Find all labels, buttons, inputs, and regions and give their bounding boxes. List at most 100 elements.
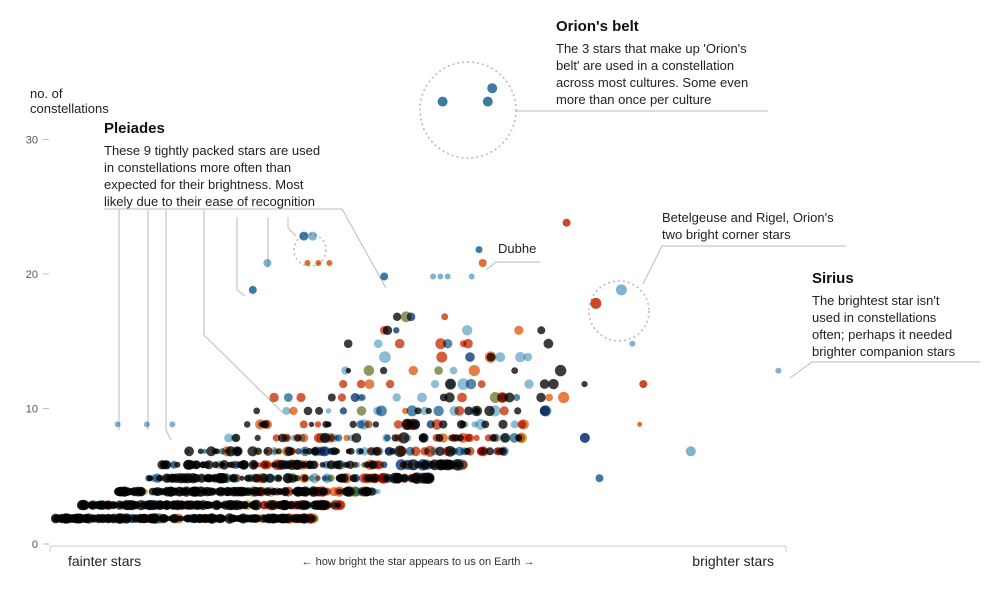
star-point (114, 421, 121, 428)
star-point (295, 448, 302, 455)
star-point (275, 448, 282, 455)
star-point (408, 365, 418, 376)
star-point (471, 421, 478, 428)
star-point (282, 406, 291, 415)
star-point (417, 392, 427, 403)
star-point (339, 380, 348, 389)
star-point (394, 338, 405, 349)
star-point (362, 486, 373, 497)
star-point (685, 446, 696, 457)
star-point (457, 378, 470, 390)
star-point (477, 447, 486, 456)
betelgeuse-line-2: two bright corner stars (662, 227, 791, 242)
star-point (515, 434, 523, 442)
orion-title: Orion's belt (556, 18, 639, 35)
star-point (309, 460, 318, 470)
star-point (227, 500, 238, 510)
sirius-line-1: The brightest star isn't (812, 293, 940, 308)
star-point (143, 421, 150, 428)
star-point (595, 474, 604, 483)
star-point (354, 461, 361, 468)
star-point (540, 405, 552, 417)
star-point (368, 460, 378, 470)
star-point (231, 446, 242, 457)
star-point (296, 487, 305, 496)
star-point (339, 407, 347, 415)
star-point (299, 433, 309, 443)
star-point (169, 514, 178, 523)
star-point (314, 421, 322, 428)
star-point (433, 405, 444, 417)
star-point (141, 488, 148, 495)
star-point (562, 218, 571, 227)
star-point (336, 473, 346, 483)
star-point (84, 514, 93, 523)
star-point (187, 473, 199, 484)
star-point (236, 514, 244, 523)
pleiades-line-3: expected for their brightness. Most (104, 177, 304, 192)
star-point (211, 448, 218, 455)
star-point (326, 260, 333, 266)
star-point (511, 367, 519, 374)
star-point (263, 446, 273, 456)
star-point (465, 378, 477, 390)
star-point (392, 393, 401, 402)
orion-line-2: belt' are used in a constellation (556, 58, 734, 73)
annotation-orion: Orion's belt The 3 stars that make up 'O… (556, 18, 748, 107)
star-point (263, 460, 273, 470)
x-axis-left-label: fainter stars (68, 553, 141, 569)
star-point (499, 393, 509, 402)
star-point (518, 419, 529, 430)
star-point (274, 474, 283, 483)
star-point (438, 433, 448, 443)
star-point (484, 351, 497, 363)
pleiades-leader-4 (203, 209, 284, 414)
star-point (149, 474, 158, 483)
star-point (197, 448, 204, 455)
star-point (384, 446, 394, 456)
star-point (191, 500, 201, 510)
star-point (423, 448, 431, 455)
star-point (581, 381, 588, 388)
star-point (78, 515, 84, 522)
star-point (261, 420, 270, 429)
star-point (464, 433, 473, 442)
y-tick-label: 20 (26, 269, 38, 281)
betelgeuse-rigel-ring (588, 280, 650, 342)
star-point (392, 312, 402, 321)
star-point (629, 340, 636, 347)
star-point (443, 460, 452, 469)
star-point (343, 486, 353, 497)
star-point (380, 326, 389, 335)
star-point (444, 273, 451, 280)
star-point (244, 475, 251, 482)
star-point (475, 419, 487, 430)
star-point (303, 406, 313, 416)
star-point (79, 500, 89, 510)
star-point (455, 446, 465, 456)
star-point (441, 313, 449, 321)
star-point (510, 420, 519, 429)
star-point (289, 406, 298, 416)
star-point (310, 446, 320, 456)
star-point (260, 514, 269, 523)
star-point (215, 486, 226, 497)
star-point (224, 433, 234, 443)
star-point (514, 325, 524, 335)
star-point (554, 364, 567, 377)
star-point (401, 475, 408, 482)
star-point (548, 378, 559, 390)
star-point (222, 501, 230, 509)
star-point (450, 459, 461, 471)
star-point (315, 475, 321, 482)
star-point (428, 460, 437, 469)
star-point (263, 259, 272, 267)
star-point (364, 379, 375, 389)
star-point (296, 392, 306, 403)
star-point (272, 434, 281, 442)
star-point (444, 392, 455, 403)
star-point (468, 273, 475, 280)
star-point (358, 419, 370, 430)
star-point (321, 475, 328, 482)
star-point (435, 446, 445, 456)
